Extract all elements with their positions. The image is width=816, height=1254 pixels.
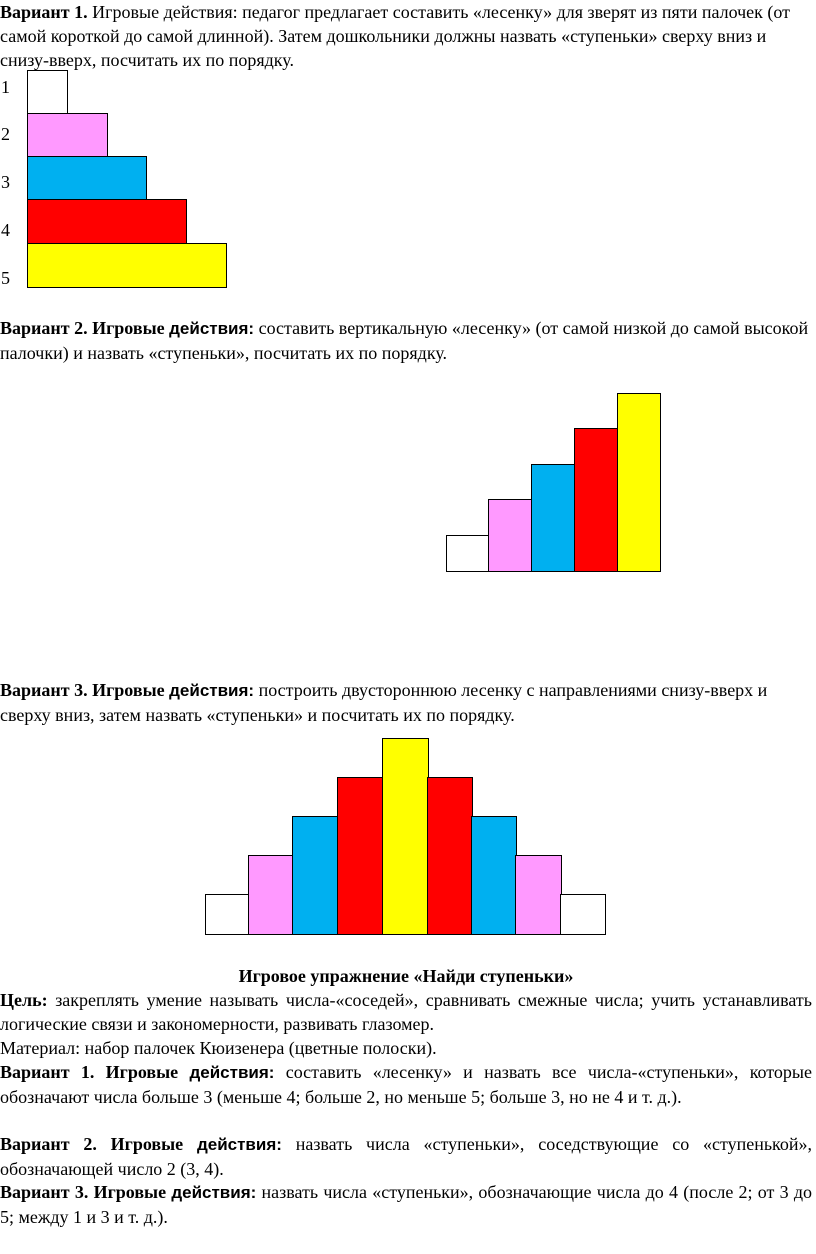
variant2-label-actions: действия:: [169, 319, 255, 338]
exercise-variant3: Вариант 3. Игровые действия: назвать чис…: [0, 1180, 812, 1229]
two-sided-step-4-right: [427, 777, 473, 935]
exercise-title: Игровое упражнение «Найди ступеньки»: [238, 966, 574, 986]
two-sided-step-1-right: [560, 894, 606, 935]
exercise-v1-text: составить «лесенку» и назвать все числа-…: [0, 1062, 813, 1107]
ladder-step-1: [27, 70, 68, 115]
two-sided-step-2-right: [515, 855, 562, 935]
ladder-step-3: [27, 156, 147, 201]
exercise-v2-text: назвать числа «ступеньки», соседствующие…: [0, 1134, 813, 1179]
variant1-text: Игровые действия: педагог предлагает сос…: [0, 2, 791, 70]
variant2-text: составить вертикальную «лесенку» (от сам…: [0, 318, 809, 363]
exercise-material: Материал: набор палочек Кюизенера (цветн…: [0, 1038, 437, 1058]
ladder-step-5: [27, 243, 227, 288]
step-number-2: 2: [1, 124, 10, 144]
exercise-v3-label-actions: действия:: [171, 1183, 257, 1202]
two-sided-step-3-left: [292, 816, 339, 935]
vertical-step-1: [446, 535, 490, 572]
exercise-v1-label-games: Игровые: [105, 1062, 179, 1082]
exercise-v1-label-actions: действия:: [189, 1063, 275, 1082]
two-sided-step-4-left: [337, 777, 384, 935]
exercise-v1-label: Вариант 1.: [0, 1062, 95, 1082]
variant2-paragraph: Вариант 2. Игровые действия: составить в…: [0, 316, 812, 365]
ladder-step-2: [27, 113, 108, 158]
step-number-3: 3: [1, 172, 10, 192]
variant3-label-actions: действия:: [169, 681, 255, 700]
two-sided-step-1-left: [205, 894, 250, 935]
variant2-label: Вариант 2.: [0, 318, 88, 338]
variant3-label: Вариант 3.: [0, 680, 88, 700]
ladder-step-4: [27, 199, 187, 245]
vertical-step-3: [531, 464, 576, 572]
two-sided-step-5-top: [382, 738, 429, 935]
variant1-paragraph: Вариант 1. Игровые действия: педагог пре…: [0, 0, 812, 72]
step-number-4: 4: [1, 220, 10, 240]
exercise-variant1: Вариант 1. Игровые действия: составить «…: [0, 1060, 812, 1109]
exercise-v2-label: Вариант 2.: [0, 1134, 97, 1154]
variant3-paragraph: Вариант 3. Игровые действия: построить д…: [0, 678, 812, 727]
vertical-step-2: [488, 499, 533, 572]
variant1-label: Вариант 1.: [0, 2, 88, 22]
exercise-v2-label-actions: действия:: [196, 1135, 282, 1154]
variant2-label-games: Игровые: [92, 318, 165, 338]
goal-label: Цель:: [0, 990, 48, 1010]
exercise-goal: Цель: закреплять умение называть числа-«…: [0, 988, 812, 1036]
vertical-step-5: [617, 393, 661, 572]
goal-text: закреплять умение называть числа-«соседе…: [0, 990, 812, 1034]
exercise-v3-text: назвать числа «ступеньки», обозначающие …: [0, 1182, 813, 1227]
step-number-1: 1: [1, 77, 10, 97]
variant3-label-games: Игровые: [92, 680, 165, 700]
exercise-variant2: Вариант 2. Игровые действия: назвать чис…: [0, 1132, 812, 1181]
exercise-v3-label-games: Игровые: [93, 1182, 167, 1202]
vertical-step-4: [574, 428, 619, 572]
step-number-5: 5: [1, 268, 10, 288]
variant3-text: построить двустороннюю лесенку с направл…: [0, 680, 768, 725]
exercise-v3-label: Вариант 3.: [0, 1182, 89, 1202]
exercise-v2-label-games: Игровые: [110, 1134, 184, 1154]
two-sided-step-2-left: [248, 855, 294, 935]
two-sided-step-3-right: [471, 816, 517, 935]
